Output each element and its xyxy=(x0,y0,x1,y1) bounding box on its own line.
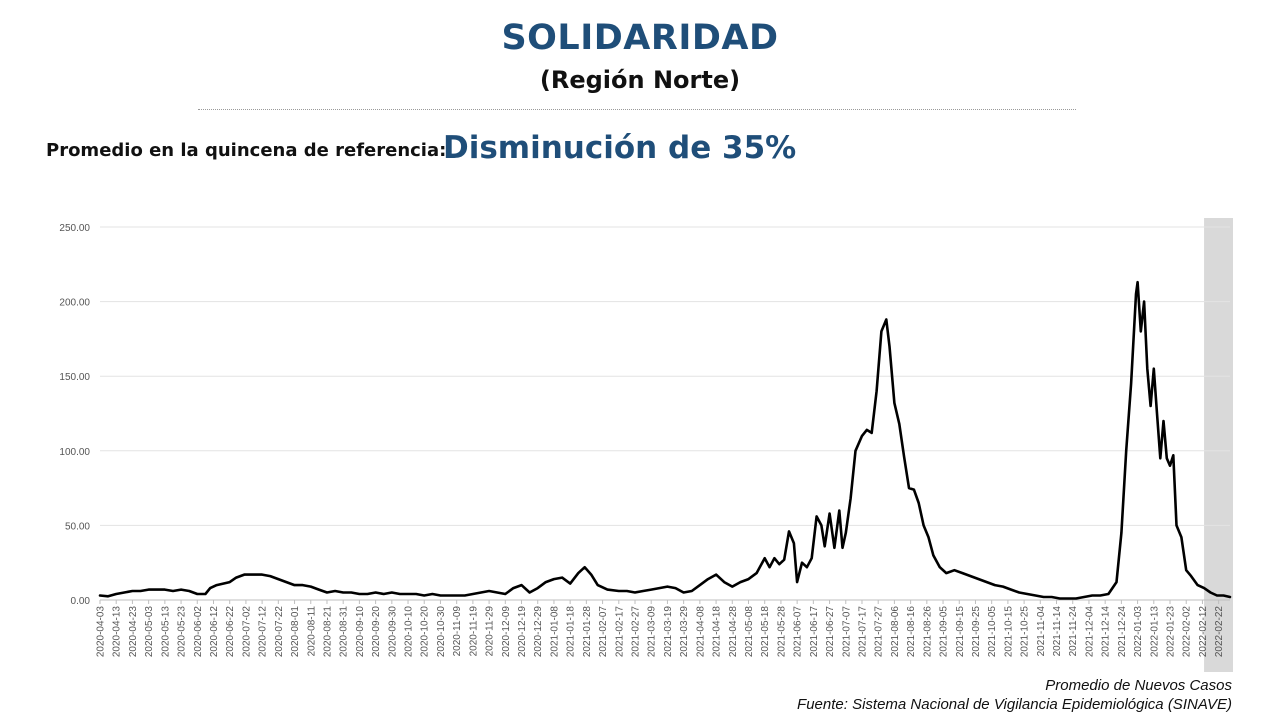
x-tick-label: 2020-07-22 xyxy=(274,606,285,658)
x-tick-label: 2021-04-08 xyxy=(695,606,706,658)
chart-subtitle: (Región Norte) xyxy=(539,66,741,94)
x-tick-label: 2021-06-27 xyxy=(825,606,836,658)
x-tick-label: 2020-09-30 xyxy=(387,606,398,658)
x-tick-label: 2021-05-08 xyxy=(744,606,755,658)
x-tick-label: 2020-06-12 xyxy=(209,606,220,658)
x-tick-label: 2021-06-07 xyxy=(793,606,804,658)
x-tick-label: 2022-01-23 xyxy=(1166,606,1177,658)
x-tick-label: 2022-02-12 xyxy=(1198,606,1209,658)
y-tick-label: 250.00 xyxy=(59,223,90,234)
x-tick-label: 2021-02-07 xyxy=(598,606,609,658)
x-tick-label: 2020-09-20 xyxy=(371,606,382,658)
y-tick-label: 200.00 xyxy=(59,298,90,309)
source-note: Fuente: Sistema Nacional de Vigilancia E… xyxy=(797,696,1232,713)
x-tick-label: 2021-01-28 xyxy=(582,606,593,658)
x-tick-label: 2020-10-30 xyxy=(436,606,447,658)
x-tick-label: 2021-09-15 xyxy=(955,606,966,658)
x-tick-label: 2020-08-21 xyxy=(322,606,333,658)
x-tick-label: 2021-04-28 xyxy=(728,606,739,658)
x-tick-label: 2022-01-03 xyxy=(1133,606,1144,658)
x-tick-label: 2021-09-25 xyxy=(971,606,982,658)
x-tick-label: 2021-12-14 xyxy=(1101,606,1112,658)
x-tick-label: 2020-10-10 xyxy=(404,606,415,658)
x-tick-label: 2020-05-13 xyxy=(160,606,171,658)
x-tick-label: 2021-03-29 xyxy=(679,606,690,658)
line-chart: 0.00 50.00 100.00 150.00 200.00 250.00 2020-04… xyxy=(59,218,1233,672)
x-tick-label: 2021-12-04 xyxy=(1084,606,1095,658)
reference-value: Disminución de 35% xyxy=(443,130,797,166)
x-tick-label: 2021-09-05 xyxy=(939,606,950,658)
x-tick-label: 2021-11-24 xyxy=(1068,606,1079,657)
y-tick-label: 100.00 xyxy=(59,447,90,458)
x-tick-label: 2021-02-17 xyxy=(614,606,625,658)
title-divider xyxy=(198,109,1076,110)
x-tick-label: 2021-05-18 xyxy=(760,606,771,658)
x-tick-label: 2021-08-26 xyxy=(922,606,933,658)
reference-label: Promedio en la quincena de referencia: xyxy=(46,140,447,161)
x-tick-label: 2021-01-18 xyxy=(566,606,577,658)
x-tick-label: 2020-12-29 xyxy=(533,606,544,658)
x-tick-label: 2020-04-03 xyxy=(96,606,107,658)
x-tick-label: 2020-11-09 xyxy=(452,606,463,657)
series-line xyxy=(98,280,1232,600)
x-tick-label: 2021-07-27 xyxy=(874,606,885,658)
x-tick-label: 2020-08-01 xyxy=(290,606,301,658)
x-tick-label: 2020-11-19 xyxy=(468,606,479,657)
x-tick-label: 2020-09-10 xyxy=(355,606,366,658)
x-tick-label: 2022-01-13 xyxy=(1149,606,1160,658)
y-tick-label: 150.00 xyxy=(59,372,90,383)
x-tick-label: 2020-04-13 xyxy=(112,606,123,658)
x-tick-label: 2021-06-17 xyxy=(809,606,820,658)
x-tick-label: 2020-10-20 xyxy=(420,606,431,658)
x-tick-label: 2022-02-22 xyxy=(1214,606,1225,658)
y-tick-label: 50.00 xyxy=(65,521,90,532)
series-label: Promedio de Nuevos Casos xyxy=(1045,677,1232,694)
chart-title: SOLIDARIDAD xyxy=(501,18,779,58)
x-tick-label: 2022-02-02 xyxy=(1182,606,1193,658)
x-tick-label: 2020-06-02 xyxy=(193,606,204,658)
x-tick-label: 2020-05-03 xyxy=(144,606,155,658)
x-tick-label: 2021-08-06 xyxy=(890,606,901,658)
x-tick-label: 2021-10-05 xyxy=(987,606,998,658)
x-tick-label: 2021-12-24 xyxy=(1117,606,1128,658)
x-tick-label: 2021-03-19 xyxy=(663,606,674,658)
x-tick-label: 2020-07-02 xyxy=(241,606,252,658)
x-tick-label: 2021-02-27 xyxy=(631,606,642,658)
x-tick-label: 2020-08-11 xyxy=(306,606,317,657)
x-tick-label: 2021-11-14 xyxy=(1052,606,1063,657)
x-tick-label: 2021-05-28 xyxy=(776,606,787,658)
x-tick-label: 2020-07-12 xyxy=(258,606,269,658)
x-tick-label: 2021-07-17 xyxy=(857,606,868,658)
x-tick-label: 2021-01-08 xyxy=(549,606,560,658)
x-tick-label: 2021-04-18 xyxy=(712,606,723,658)
x-tick-label: 2020-08-31 xyxy=(339,606,350,658)
x-tick-label: 2021-10-25 xyxy=(1020,606,1031,658)
x-tick-label: 2020-11-29 xyxy=(485,606,496,657)
y-tick-label: 0.00 xyxy=(71,596,91,607)
x-tick-label: 2020-12-09 xyxy=(501,606,512,658)
x-tick-label: 2021-10-15 xyxy=(1003,606,1014,658)
x-tick-label: 2021-03-09 xyxy=(647,606,658,658)
x-tick-label: 2020-05-23 xyxy=(177,606,188,658)
x-tick-label: 2021-11-04 xyxy=(1036,606,1047,657)
x-tick-label: 2020-06-22 xyxy=(225,606,236,658)
x-tick-label: 2020-12-19 xyxy=(517,606,528,658)
x-tick-label: 2021-07-07 xyxy=(841,606,852,658)
x-tick-label: 2021-08-16 xyxy=(906,606,917,658)
x-tick-label: 2020-04-23 xyxy=(128,606,139,658)
